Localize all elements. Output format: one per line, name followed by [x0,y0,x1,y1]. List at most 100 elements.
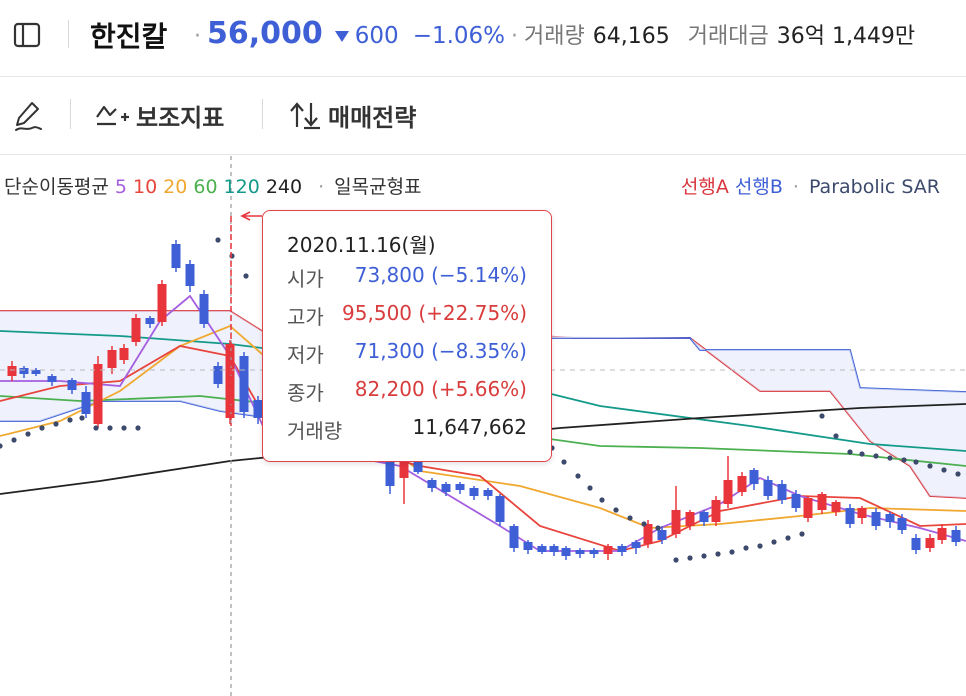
candle [31,368,41,376]
indicators-label: 보조지표 [136,103,225,132]
strategy-label: 매매전략 [328,103,417,132]
candle [561,546,571,560]
candle [575,548,585,558]
candle [845,504,855,528]
sidebar-panel-icon[interactable] [12,20,42,50]
candle-body [871,512,881,526]
candle-body [31,370,41,374]
candle-body [483,490,493,496]
candle-body [561,548,571,556]
candle-body [723,480,733,504]
tooltip-date: 2020.11.16(월) [287,233,436,257]
candle-body [885,514,895,522]
candle-body [711,500,721,522]
candle [81,386,91,418]
ma-120-label: 120 [223,176,260,198]
volume-value: 64,165 [592,24,670,49]
sar-dot [599,497,605,503]
candle [483,488,493,500]
candle [93,356,103,428]
separator-dot: · [194,24,201,49]
indicators-button[interactable]: 보조지표 [94,97,224,133]
close-value: 82,200 (+5.66%) [354,377,527,401]
candle-body [399,462,409,478]
candle-body [185,264,195,286]
candle-body [617,546,627,552]
price-summary: · 56,000 600 −1.06% · 거래량 64,165 거래대금 36억 1,449만 [188,16,915,51]
ma-20-line [0,324,966,529]
candle-body [455,484,465,490]
candle-body [749,470,759,484]
candle-body [413,458,423,472]
sar-dot [859,451,865,457]
candle-body [427,480,437,488]
separator-dot: · [318,176,325,198]
candle [777,480,787,504]
separator-dot: · [792,176,799,198]
candle-body [495,496,505,522]
candle-body [845,508,855,524]
candle-body [911,538,921,550]
candle [831,500,841,516]
sar-dot [715,551,721,557]
pen-draw-icon[interactable] [10,97,46,133]
header-bottom-border [0,76,966,77]
ichimoku-legend: 선행A 선행B · Parabolic SAR [681,172,940,199]
strategy-button[interactable]: 매매전략 [288,97,416,133]
sar-dot [673,557,679,563]
volume-value: 11,647,662 [412,415,527,439]
stock-name: 한진칼 [90,20,168,53]
candle [951,526,961,546]
tooltip-close-row: 종가 82,200 (+5.66%) [287,377,527,407]
candle [617,544,627,556]
candle [749,468,759,490]
sar-dot [627,515,633,521]
candle [239,352,249,418]
candle [803,496,813,522]
sar-dot [53,421,59,427]
candle-body [81,392,91,414]
trade-amount-value: 36억 1,449만 [776,24,916,49]
candle [441,482,451,496]
candle [763,476,773,500]
tooltip-high-row: 고가 95,500 (+22.75%) [287,301,527,331]
price-change: 600 [354,23,399,49]
candle-body [523,542,533,550]
sar-dot [243,273,249,279]
sar-dot [229,253,235,259]
candle [67,378,77,394]
candle-tooltip: 2020.11.16(월) 시가 73,800 (−5.14%) 고가 95,500… [262,210,552,462]
sar-dot [799,531,805,537]
candle [119,344,129,364]
sar-dot [873,453,879,459]
span-a-label: 선행A [680,176,729,198]
candle-body [671,510,681,534]
candle [937,524,947,544]
max-price-arrow-icon [240,211,262,221]
sar-dot [955,471,961,477]
sar-dot [215,237,221,243]
trade-amount-label: 거래대금 [687,24,769,49]
sar-dot [135,425,141,431]
open-value: 73,800 (−5.14%) [354,263,527,287]
candle [897,514,907,534]
sar-label: Parabolic SAR [808,176,940,198]
candle-body [831,502,841,512]
candle [925,534,935,552]
candle [455,482,465,494]
candle [603,544,613,560]
high-label: 고가 [287,305,324,329]
candle-body [385,460,395,486]
down-triangle-icon [334,30,349,42]
candle-body [67,380,77,390]
sar-dot [887,455,893,461]
candle [737,472,747,496]
candle-body [575,550,585,554]
candle-body [951,530,961,542]
sar-dot [687,555,693,561]
candle [631,540,641,554]
candle-body [239,356,249,412]
candle [699,510,709,526]
candle [885,512,895,528]
candle [47,374,57,386]
